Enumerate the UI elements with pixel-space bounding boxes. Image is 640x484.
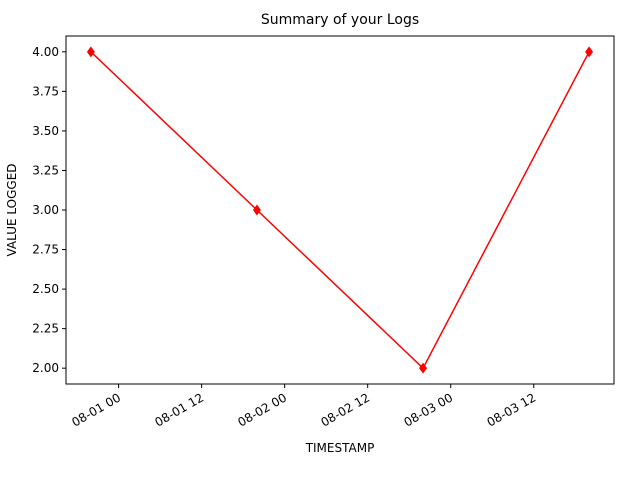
line — [90, 51, 590, 370]
marker — [419, 362, 428, 374]
y-tick-label: 3.25 — [32, 163, 59, 177]
x-tick-label: 08-02 00 — [235, 390, 289, 429]
y-tick-label: 2.00 — [32, 361, 59, 375]
x-tick-label: 08-01 00 — [69, 390, 123, 429]
y-axis-label: VALUE LOGGED — [5, 163, 19, 256]
y-tick-label: 4.00 — [32, 45, 59, 59]
marker — [585, 46, 594, 58]
chart-title: Summary of your Logs — [261, 12, 419, 28]
y-tick-label: 2.25 — [32, 322, 59, 336]
y-tick-label: 3.50 — [32, 124, 59, 138]
x-axis-label: TIMESTAMP — [305, 441, 375, 455]
marker — [252, 204, 261, 216]
x-tick-label: 08-03 12 — [485, 390, 539, 429]
y-tick-label: 3.00 — [32, 203, 59, 217]
y-tick-label: 3.75 — [32, 84, 59, 98]
x-tick-label: 08-02 12 — [318, 390, 372, 429]
y-tick-label: 2.50 — [32, 282, 59, 296]
marker — [86, 46, 95, 58]
plot-frame — [65, 35, 615, 385]
x-tick-label: 08-03 00 — [401, 390, 455, 429]
x-tick-label: 08-01 12 — [152, 390, 206, 429]
y-tick-label: 2.75 — [32, 243, 59, 257]
